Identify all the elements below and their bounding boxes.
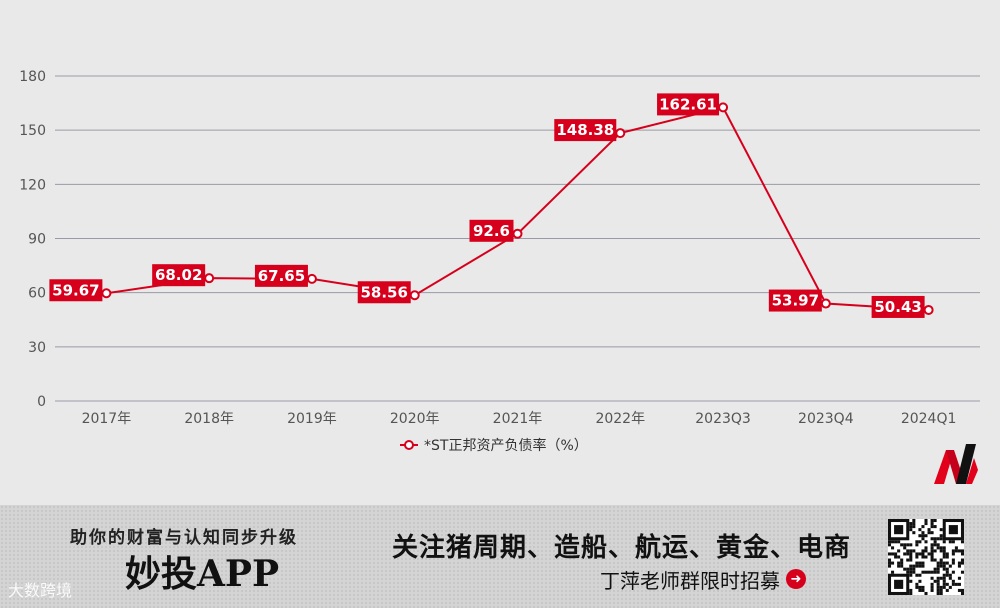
promo-banner[interactable]: 助你的财富与认知同步升级 妙投APP 大数跨境 关注猪周期、造船、航运、黄金、电… <box>0 505 1000 608</box>
data-label-box <box>254 264 308 287</box>
x-tick-label: 2018年 <box>184 411 234 427</box>
line-chart: 0 30 60 90 120 150 180 2017年 2018年 2019年 2020年 202… <box>19 69 980 454</box>
data-point[interactable] <box>101 288 112 299</box>
banner-tagline: 助你的财富与认知同步升级 <box>70 528 298 548</box>
data-point[interactable] <box>306 273 317 284</box>
data-point[interactable] <box>512 228 523 239</box>
data-label: 53.97 <box>772 292 819 310</box>
x-axis-ticks: 2017年 2018年 2019年 2020年 2021年 2022年 2023Q3 2023… <box>82 411 957 427</box>
data-label-box <box>768 289 822 312</box>
data-label-box <box>469 219 514 242</box>
data-label: 67.65 <box>258 267 305 285</box>
banner-follow-text: 关注猪周期、造船、航运、黄金、电商 <box>392 533 852 563</box>
legend-label: *ST正邦资产负债率（%） <box>424 437 588 454</box>
data-label: 148.38 <box>556 121 614 139</box>
grid-layer <box>55 75 980 402</box>
y-tick-label: 0 <box>37 394 46 410</box>
data-label-box <box>554 119 617 142</box>
recruit-text: 丁萍老师群限时招募 <box>600 568 780 593</box>
x-tick-label: 2020年 <box>390 411 440 427</box>
data-label-box <box>657 93 720 116</box>
data-label: 162.61 <box>659 95 717 113</box>
x-tick-label: 2019年 <box>287 411 337 427</box>
x-tick-label: 2021年 <box>493 411 543 427</box>
brand-logo-icon <box>934 444 978 484</box>
y-tick-label: 30 <box>28 340 46 356</box>
recruit-link[interactable]: 丁萍老师群限时招募 ➜ <box>600 565 806 593</box>
data-label: 50.43 <box>874 298 921 316</box>
x-tick-label: 2023Q3 <box>695 411 751 427</box>
x-tick-label: 2017年 <box>82 411 132 427</box>
y-tick-label: 150 <box>19 123 46 139</box>
series-line <box>106 106 929 311</box>
qr-code-icon[interactable] <box>888 519 964 595</box>
x-tick-label: 2022年 <box>595 411 645 427</box>
y-tick-label: 120 <box>19 177 46 193</box>
chart-area: 0 30 60 90 120 150 180 2017年 2018年 2019年 2020年 202… <box>19 69 980 484</box>
data-label-box <box>49 279 103 302</box>
y-tick-label: 60 <box>28 286 46 302</box>
data-label-box <box>871 295 925 318</box>
data-point[interactable] <box>923 304 934 315</box>
data-point[interactable] <box>204 273 215 284</box>
data-point[interactable] <box>409 290 420 301</box>
data-label-box <box>152 264 206 287</box>
data-label: 59.67 <box>52 281 99 299</box>
data-label: 92.6 <box>473 222 510 240</box>
y-axis-ticks: 0 30 60 90 120 150 180 <box>19 69 46 410</box>
series-layer: 59.67 68.02 67.65 58.56 92.6 148.38 162.61 53.9… <box>49 93 934 318</box>
legend-marker <box>404 440 414 450</box>
data-label: 68.02 <box>155 266 202 284</box>
x-tick-label: 2024Q1 <box>901 411 957 427</box>
data-point[interactable] <box>718 102 729 113</box>
data-point[interactable] <box>820 298 831 309</box>
banner-app-name[interactable]: 妙投APP <box>125 553 280 595</box>
y-tick-label: 180 <box>19 69 46 85</box>
watermark-text: 大数跨境 <box>8 581 73 600</box>
data-label-box <box>357 281 411 304</box>
data-label: 58.56 <box>360 283 407 301</box>
x-tick-label: 2023Q4 <box>798 411 854 427</box>
data-point[interactable] <box>615 128 626 139</box>
legend[interactable]: *ST正邦资产负债率（%） <box>400 437 588 454</box>
y-tick-label: 90 <box>28 232 46 248</box>
arrow-right-circle-icon: ➜ <box>786 569 806 589</box>
